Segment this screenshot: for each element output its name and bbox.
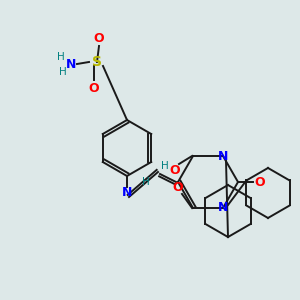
Text: H: H	[142, 177, 150, 187]
Text: N: N	[122, 185, 132, 199]
Text: O: O	[94, 32, 104, 46]
Text: O: O	[255, 176, 265, 188]
Text: H: H	[161, 161, 169, 171]
Text: N: N	[218, 149, 228, 163]
Text: N: N	[218, 202, 228, 214]
Text: N: N	[66, 58, 76, 70]
Text: O: O	[170, 164, 180, 176]
Text: H: H	[57, 52, 65, 62]
Text: O: O	[173, 182, 183, 194]
Text: O: O	[89, 82, 99, 94]
Text: H: H	[59, 67, 67, 77]
Text: S: S	[92, 55, 102, 69]
